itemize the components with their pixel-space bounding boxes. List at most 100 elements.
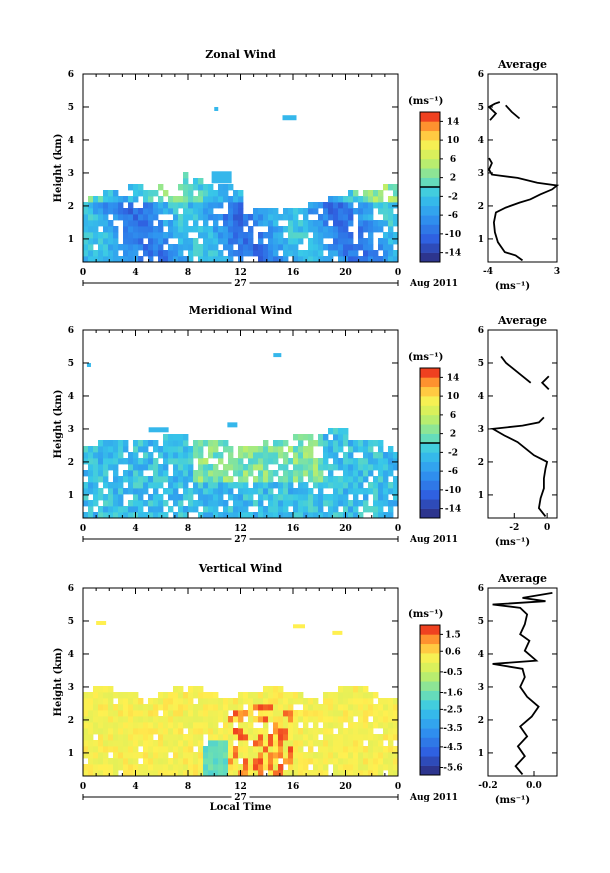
average-y-tick-label: 2 bbox=[478, 458, 484, 468]
colorbar-tick-label: 1.5 bbox=[445, 630, 461, 640]
colorbar-band bbox=[420, 196, 440, 207]
y-tick-label: 5 bbox=[68, 103, 74, 113]
average-y-tick-label: 5 bbox=[478, 617, 484, 627]
x-tick-label: 8 bbox=[185, 524, 191, 534]
colorbar-tick-label: 10 bbox=[447, 136, 460, 146]
average-profile-line bbox=[487, 157, 560, 262]
colorbar-tick-label: 14 bbox=[447, 373, 460, 383]
y-axis-label: Height (km) bbox=[53, 390, 64, 459]
date-suffix: Aug 2011 bbox=[409, 793, 458, 803]
colorbar-tick-label: 6 bbox=[450, 411, 456, 421]
average-y-tick-label: 5 bbox=[478, 103, 484, 113]
colorbar-band bbox=[420, 508, 440, 519]
colorbar-band bbox=[420, 653, 440, 663]
y-tick-label: 5 bbox=[68, 617, 74, 627]
x-tick-label: 0 bbox=[80, 268, 86, 278]
colorbar-band bbox=[420, 634, 440, 645]
y-tick-label: 1 bbox=[68, 491, 74, 501]
average-y-tick-label: 4 bbox=[478, 392, 484, 402]
colorbar-band bbox=[420, 643, 440, 654]
x-tick-label: 8 bbox=[185, 782, 191, 792]
colorbar-band bbox=[420, 756, 440, 766]
average-y-tick-label: 2 bbox=[478, 202, 484, 212]
colorbar-band bbox=[420, 461, 440, 472]
heatmap-field bbox=[83, 353, 398, 518]
x-tick-label: 12 bbox=[234, 782, 247, 792]
average-frame bbox=[487, 587, 558, 777]
y-tick-label: 4 bbox=[68, 136, 74, 146]
x-tick-label: 0 bbox=[80, 782, 86, 792]
x-tick-label: 12 bbox=[234, 524, 247, 534]
average-x-label: (ms⁻¹) bbox=[495, 537, 530, 548]
colorbar-tick-label: -10 bbox=[445, 486, 461, 496]
date-line-arrows bbox=[82, 536, 399, 542]
colorbar-tick-label: -14 bbox=[445, 249, 461, 259]
date-label-bg bbox=[231, 792, 250, 802]
colorbar-band bbox=[420, 215, 440, 225]
average-y-tick-label: 4 bbox=[478, 650, 484, 660]
average-y-tick-label: 1 bbox=[478, 235, 484, 245]
colorbar-band bbox=[420, 158, 440, 169]
colorbar-tick-label: -2 bbox=[448, 192, 458, 202]
x-tick-label: 20 bbox=[339, 782, 352, 792]
average-title: Average bbox=[497, 572, 547, 585]
colorbar-band bbox=[420, 149, 440, 160]
colorbar-band bbox=[420, 690, 440, 701]
colorbar-band bbox=[420, 140, 440, 150]
date-suffix: Aug 2011 bbox=[409, 535, 458, 545]
average-y-tick-label: 1 bbox=[478, 491, 484, 501]
colorbar-band bbox=[420, 386, 440, 397]
y-tick-label: 6 bbox=[68, 326, 74, 336]
colorbar-tick-label: 0.6 bbox=[445, 647, 461, 657]
heatmap-field bbox=[83, 620, 398, 776]
colorbar-band bbox=[420, 187, 440, 197]
average-profile-line bbox=[540, 375, 550, 391]
average-x-tick-label: 0.0 bbox=[526, 781, 542, 791]
x-tick-label: 20 bbox=[339, 268, 352, 278]
x-tick-label: 0 bbox=[395, 268, 401, 278]
y-axis-label: Height (km) bbox=[53, 134, 64, 203]
x-tick-label: 4 bbox=[132, 782, 138, 792]
average-x-tick-label: -0.2 bbox=[478, 781, 497, 791]
colorbar-tick-label: 2 bbox=[450, 430, 456, 440]
average-panel: Average 1 2 3 4 5 6 -0.2 0.0 (ms⁻¹) bbox=[478, 572, 558, 806]
colorbar-band bbox=[420, 452, 440, 463]
colorbar-band bbox=[420, 746, 440, 757]
date-label-bg bbox=[231, 278, 250, 288]
colorbar-band bbox=[420, 625, 440, 635]
colorbar-band bbox=[420, 112, 440, 122]
average-y-tick-label: 5 bbox=[478, 359, 484, 369]
colorbar-band bbox=[420, 737, 440, 748]
x-tick-label: 8 bbox=[185, 268, 191, 278]
y-tick-label: 3 bbox=[68, 169, 74, 179]
colorbar-band bbox=[420, 662, 440, 673]
colorbar-tick-label: -2 bbox=[448, 448, 458, 458]
y-tick-label: 3 bbox=[68, 683, 74, 693]
colorbar-tick-label: -2.5 bbox=[443, 705, 462, 715]
average-profile-line bbox=[492, 592, 553, 775]
colorbar-band bbox=[420, 121, 440, 132]
colorbar-tick-label: -4.5 bbox=[443, 743, 462, 753]
colorbar-band bbox=[420, 396, 440, 406]
colorbar-title: (ms⁻¹) bbox=[408, 96, 443, 107]
average-profile-line bbox=[490, 416, 549, 517]
colorbar-band bbox=[420, 177, 440, 188]
colorbar-tick-label: -0.5 bbox=[443, 668, 462, 678]
colorbar-tick-label: 14 bbox=[447, 117, 460, 127]
colorbar-tick-label: -5.6 bbox=[443, 764, 462, 774]
average-profile-line bbox=[500, 355, 532, 384]
average-x-tick-label: -4 bbox=[483, 267, 493, 277]
colorbar-band bbox=[420, 765, 440, 776]
colorbar-band bbox=[420, 168, 440, 178]
colorbar-band bbox=[420, 480, 440, 491]
colorbar-band bbox=[420, 414, 440, 425]
colorbar-tick-label: -14 bbox=[445, 505, 461, 515]
average-x-label: (ms⁻¹) bbox=[495, 281, 530, 292]
panel-title: Vertical Wind bbox=[198, 562, 283, 575]
y-tick-label: 6 bbox=[68, 584, 74, 594]
colorbar-band bbox=[420, 233, 440, 244]
colorbar-band bbox=[420, 224, 440, 235]
colorbar-band bbox=[420, 718, 440, 729]
